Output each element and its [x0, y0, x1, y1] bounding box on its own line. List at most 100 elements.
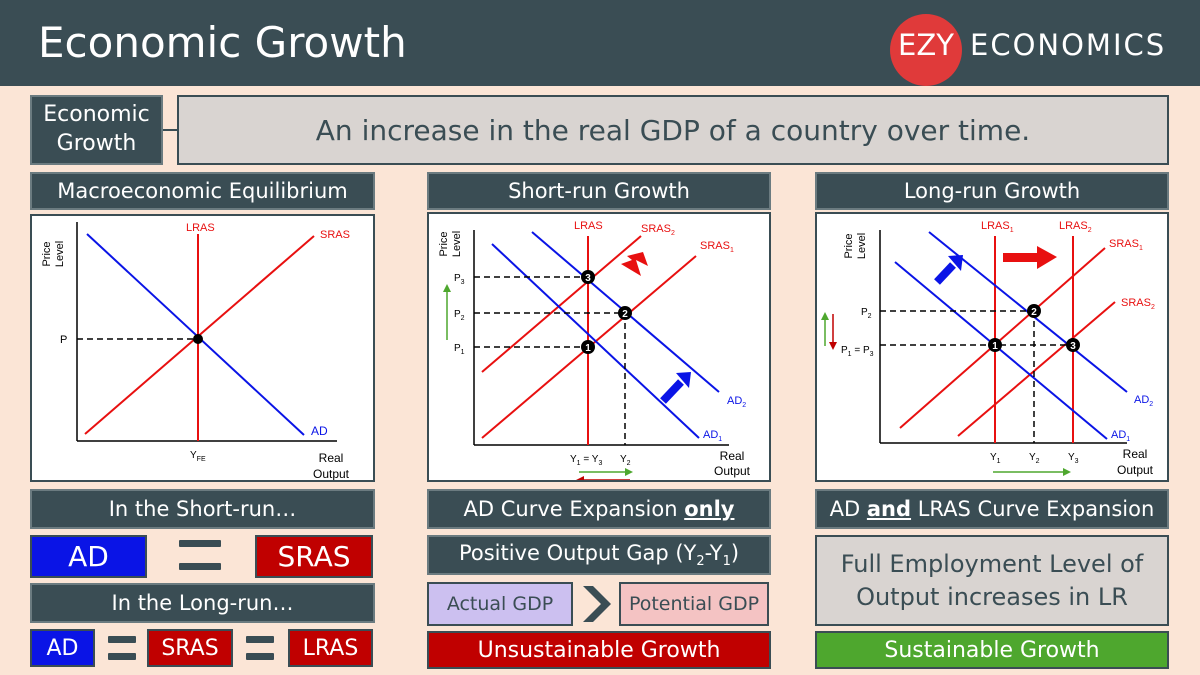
y2-label: Y2: [1029, 452, 1040, 465]
sustainable-growth-text: Sustainable Growth: [884, 637, 1100, 663]
output-rise-arrow-icon: [579, 468, 633, 476]
definition-term-box: Economic Growth: [30, 95, 163, 165]
point-3-label: 3: [1070, 341, 1076, 352]
ad-shift-arrow-icon: [660, 372, 691, 404]
ad1-label: AD1: [703, 429, 722, 443]
full-employment-box: Full Employment Level of Output increase…: [815, 535, 1169, 626]
macro-equilibrium-diagram: Price Level Real Output LRAS SRAS AD P Y…: [30, 214, 375, 482]
y-axis-label-1: Price: [41, 241, 53, 266]
lras-label: LRAS: [186, 222, 215, 234]
lr-equals-sign-1: [108, 636, 136, 660]
positive-output-gap-box: Positive Output Gap (Y2-Y1): [427, 535, 771, 575]
sras1-label: SRAS1: [1109, 238, 1143, 252]
panel1-heading-text: Macroeconomic Equilibrium: [57, 179, 348, 203]
panel2-heading-text: Short-run Growth: [508, 179, 690, 203]
chevron-right-icon: [583, 586, 611, 622]
positive-output-gap-text: Positive Output Gap (Y2-Y1): [458, 540, 740, 570]
lr-ad-box: AD: [30, 629, 95, 667]
long-run-growth-svg: Price Level Real Output 1 2 3: [821, 220, 1155, 477]
sr-equals-sign: [179, 540, 221, 570]
panel3-heading-text: Long-run Growth: [903, 179, 1081, 203]
p2-label: P2: [861, 307, 872, 320]
equilibrium-point: [193, 334, 203, 344]
lr-lras-text: LRAS: [302, 635, 359, 661]
ad-expansion-text: AD Curve Expansion: [463, 497, 685, 521]
x-axis-label-2: Output: [714, 464, 751, 478]
yfe-label: YFE: [190, 450, 206, 463]
sr-sras-text: SRAS: [277, 540, 351, 573]
sr-ad-box: AD: [30, 535, 147, 578]
p3-label: P3: [454, 273, 465, 286]
only-emphasis-text: only: [684, 497, 735, 521]
p1-p3-label: P1 = P3: [841, 345, 874, 358]
ad2-label: AD2: [1134, 394, 1153, 408]
ad1-label: AD1: [1111, 429, 1130, 443]
unsustainable-growth-box: Unsustainable Growth: [427, 631, 771, 669]
lr-equals-sign-2: [246, 636, 274, 660]
sustainable-growth-box: Sustainable Growth: [815, 631, 1169, 669]
point-2: [1027, 304, 1041, 318]
ad1-curve: [491, 243, 700, 439]
y-axis-label-2: Level: [856, 233, 868, 259]
sras1-curve: [899, 247, 1106, 429]
output-rise-arrow-icon: [993, 468, 1071, 476]
long-run-heading-text: In the Long-run…: [111, 591, 294, 615]
sras2-label: SRAS2: [641, 223, 675, 237]
panel3-heading: Long-run Growth: [815, 172, 1169, 210]
sr-ad-text: AD: [68, 540, 109, 573]
sr-sras-box: SRAS: [255, 535, 373, 578]
short-run-heading-text: In the Short-run…: [108, 497, 297, 521]
y-axis-label-2: Level: [451, 231, 463, 257]
short-run-growth-diagram: Price Level Real Output 3 2 1: [427, 212, 771, 484]
logo-economics-text: ECONOMICS: [970, 28, 1167, 62]
potential-gdp-text: Potential GDP: [628, 593, 760, 615]
point-3: [581, 270, 595, 284]
ad-text: AD: [829, 497, 867, 521]
lras-shift-arrow-icon: [1003, 246, 1057, 269]
definition-box: An increase in the real GDP of a country…: [177, 95, 1169, 165]
short-run-growth-svg: Price Level Real Output 3 2 1: [438, 220, 751, 484]
point-2-label: 2: [622, 309, 628, 320]
panel2-heading: Short-run Growth: [427, 172, 771, 210]
y-axis-label-2: Level: [54, 241, 66, 267]
actual-gdp-text: Actual GDP: [446, 593, 554, 615]
logo-circle: [890, 14, 962, 86]
ad-and-lras-expansion-box: AD and LRAS Curve Expansion: [815, 489, 1169, 529]
sras-shift-arrow-icon: [621, 252, 648, 276]
actual-gdp-box: Actual GDP: [427, 582, 573, 626]
lr-lras-box: LRAS: [288, 629, 373, 667]
p1-label: P1: [454, 343, 465, 356]
unsustainable-growth-text: Unsustainable Growth: [477, 637, 721, 663]
lras-label: LRAS: [574, 220, 603, 232]
point-3-label: 3: [585, 273, 591, 284]
x-axis-label-2: Output: [313, 467, 350, 480]
ad-expansion-only-box: AD Curve Expansion only: [427, 489, 771, 529]
point-2-label: 2: [1031, 307, 1037, 318]
definition-connector: [163, 129, 179, 131]
point-1-label: 1: [585, 343, 591, 354]
y3-label: Y3: [1068, 452, 1079, 465]
short-run-heading: In the Short-run…: [30, 489, 375, 529]
sras1-label: SRAS1: [700, 240, 734, 254]
sras2-label: SRAS2: [1121, 297, 1155, 311]
y1-label: Y1: [990, 452, 1001, 465]
sras2-curve: [481, 235, 642, 373]
lr-sras-box: SRAS: [147, 629, 233, 667]
panel1-heading: Macroeconomic Equilibrium: [30, 172, 375, 210]
ad-curve: [86, 233, 305, 436]
ad2-label: AD2: [727, 395, 746, 409]
sras-label: SRAS: [320, 229, 350, 241]
and-emphasis-text: and: [866, 497, 912, 521]
long-run-heading: In the Long-run…: [30, 583, 375, 623]
ad-label: AD: [311, 424, 328, 438]
point-3: [1066, 338, 1080, 352]
p2-label: P2: [454, 309, 465, 322]
logo-ezy-text: EZY: [898, 28, 954, 62]
lras1-label: LRAS1: [981, 220, 1014, 234]
p-label: P: [60, 334, 67, 346]
header-bar: [0, 0, 1200, 86]
ad-shift-arrow-icon: [934, 255, 963, 285]
price-rise-arrow-icon: [821, 312, 829, 346]
lr-ad-text: AD: [46, 635, 79, 661]
potential-gdp-box: Potential GDP: [619, 582, 769, 626]
